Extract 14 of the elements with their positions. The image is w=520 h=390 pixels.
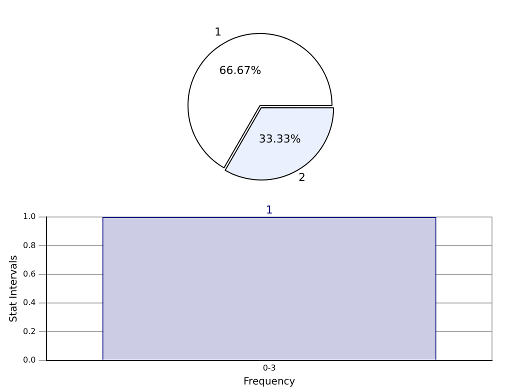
slice-label: 2 (298, 171, 306, 184)
y-axis-title: Stat Intervals (8, 255, 20, 322)
y-tick-label: 0.6 (22, 269, 36, 278)
y-tick-label: 1.0 (22, 212, 36, 222)
y-tick-label: 0.2 (22, 326, 36, 336)
x-tick-label: 0-3 (262, 363, 276, 372)
data-label: 1 (266, 203, 273, 216)
y-tick-label: 0.8 (22, 240, 36, 250)
data-label: 33.33% (258, 132, 301, 146)
y-tick-label: 0.4 (22, 298, 36, 308)
x-axis-title: Frequency (244, 376, 296, 388)
data-label: 66.67% (219, 64, 262, 78)
y-tick-label: 0.0 (22, 355, 36, 364)
slice-label: 1 (214, 26, 222, 39)
